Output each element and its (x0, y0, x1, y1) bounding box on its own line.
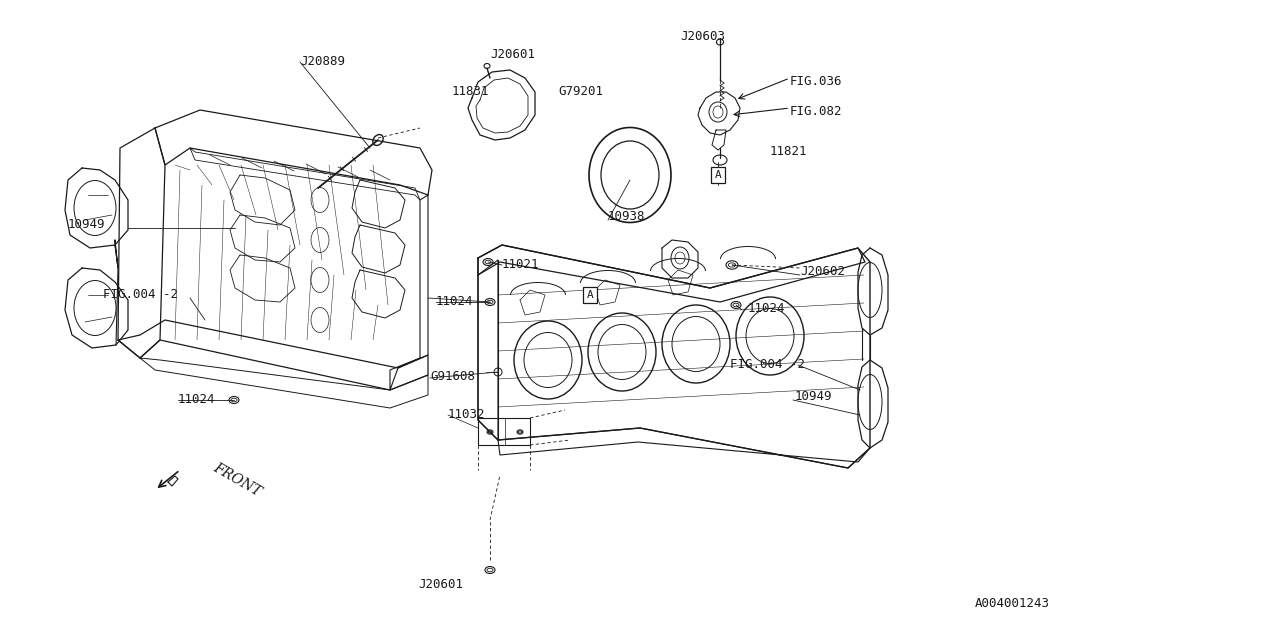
Ellipse shape (717, 39, 723, 45)
Text: 11032: 11032 (448, 408, 485, 421)
Text: 11831: 11831 (452, 85, 489, 98)
Text: FRONT: FRONT (211, 461, 264, 499)
Text: 11821: 11821 (771, 145, 808, 158)
Text: A: A (714, 170, 722, 180)
Text: 11024: 11024 (748, 302, 786, 315)
Text: 11024: 11024 (178, 393, 215, 406)
Text: G79201: G79201 (558, 85, 603, 98)
Text: A: A (586, 290, 594, 300)
Text: A004001243: A004001243 (975, 597, 1050, 610)
Ellipse shape (484, 63, 490, 68)
Text: J20601: J20601 (419, 578, 463, 591)
Text: FIG.004 -2: FIG.004 -2 (730, 358, 805, 371)
Text: FIG.082: FIG.082 (790, 105, 842, 118)
Text: 11021: 11021 (502, 258, 539, 271)
Text: J20602: J20602 (800, 265, 845, 278)
Text: 10949: 10949 (795, 390, 832, 403)
Text: 10949: 10949 (68, 218, 105, 231)
Text: FIG.004 -2: FIG.004 -2 (102, 288, 178, 301)
Text: 10938: 10938 (608, 210, 645, 223)
Text: 11024: 11024 (436, 295, 474, 308)
Text: J20889: J20889 (300, 55, 346, 68)
Text: J20601: J20601 (490, 48, 535, 61)
Text: G91608: G91608 (430, 370, 475, 383)
Text: FIG.036: FIG.036 (790, 75, 842, 88)
Text: J20603: J20603 (680, 30, 724, 43)
Ellipse shape (372, 134, 383, 145)
